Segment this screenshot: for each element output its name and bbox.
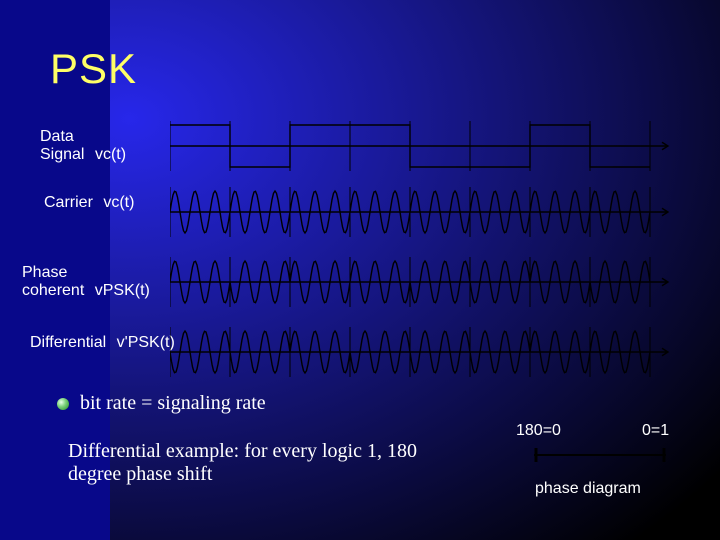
row-label-carrier: Carrier vc(t) xyxy=(44,194,134,212)
row-label-psk_diff: Differential v'PSK(t) xyxy=(30,334,175,352)
row-label-psk_coherent: Phasecoherent vPSK(t) xyxy=(22,264,150,299)
row-math: vc(t) xyxy=(103,194,134,211)
waveform-psk_diff xyxy=(170,324,670,380)
phase-diagram-title: phase diagram xyxy=(535,480,641,498)
row-label1: Differential xyxy=(30,334,106,351)
waveform-square xyxy=(170,118,670,174)
row-math: v'PSK(t) xyxy=(117,334,175,351)
waveform-psk_coherent xyxy=(170,254,670,310)
row-label1: Data xyxy=(40,128,74,145)
row-label-square: DataSignal vc(t) xyxy=(40,128,126,163)
row-label1: Carrier xyxy=(44,194,93,211)
row-label1: Phase xyxy=(22,264,67,281)
phase-diagram-line xyxy=(530,443,670,467)
phase-diagram-left-label: 180=0 xyxy=(516,422,561,440)
row-label2: coherent xyxy=(22,282,84,299)
bullet-text: bit rate = signaling rate xyxy=(80,392,266,415)
bullet-icon xyxy=(57,398,69,410)
waveform-carrier xyxy=(170,184,670,240)
phase-diagram-right-label: 0=1 xyxy=(642,422,669,440)
page-title: PSK xyxy=(50,45,137,93)
row-math: vc(t) xyxy=(95,146,126,163)
differential-example-text: Differential example: for every logic 1,… xyxy=(68,440,448,486)
row-label2: Signal xyxy=(40,146,84,163)
row-math: vPSK(t) xyxy=(95,282,150,299)
